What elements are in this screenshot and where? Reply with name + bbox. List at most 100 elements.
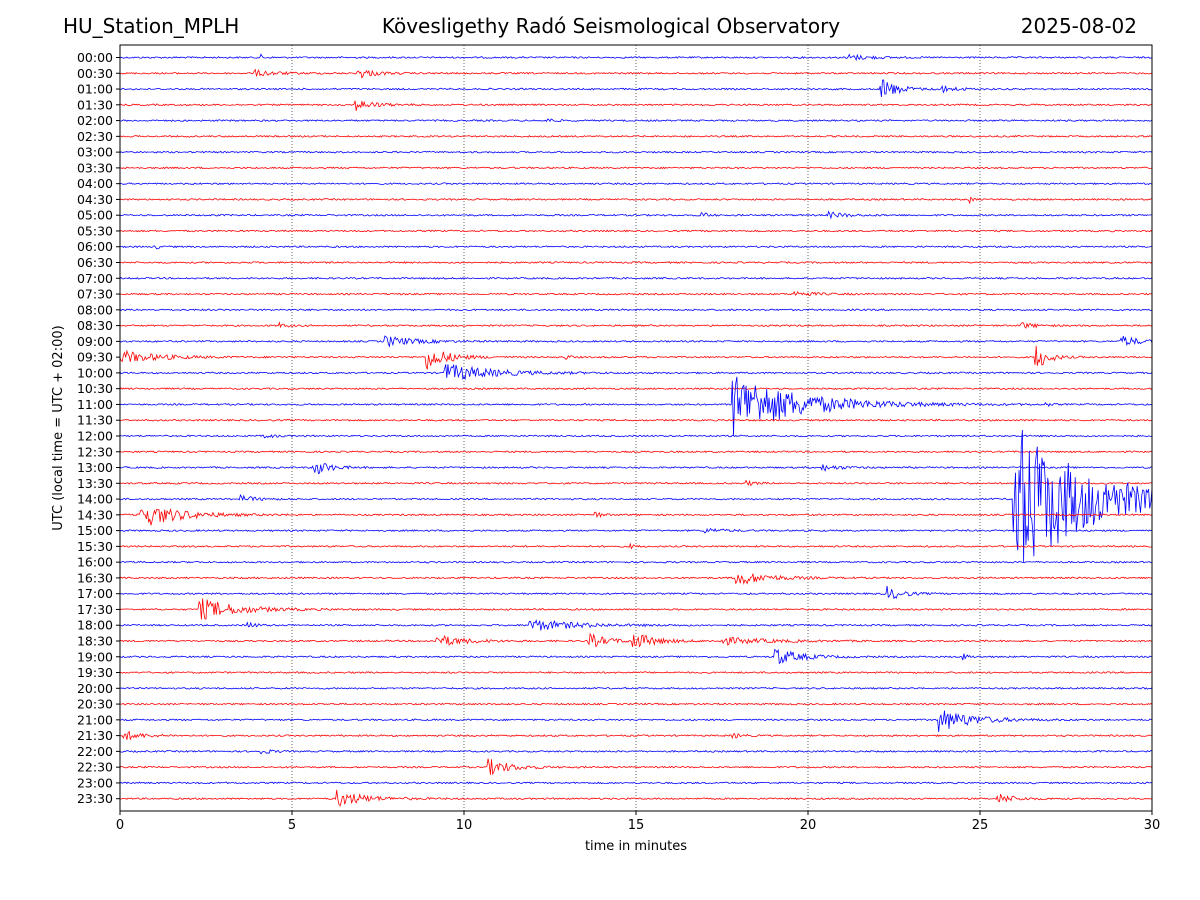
trace-06:00: [119, 245, 1153, 250]
seismic-traces: [119, 53, 1153, 807]
axes: 00:0000:3001:0001:3002:0002:3003:0003:30…: [77, 50, 1160, 833]
trace-00:30: [119, 68, 1153, 79]
x-tick-label-5: 5: [288, 818, 296, 833]
trace-20:00: [119, 686, 1153, 690]
trace-07:30: [119, 290, 1153, 296]
y-tick-label-20:30: 20:30: [77, 697, 113, 712]
chart-date: 2025-08-02: [1020, 14, 1137, 38]
y-tick-label-17:30: 17:30: [77, 602, 113, 617]
y-tick-label-23:00: 23:00: [77, 775, 113, 790]
trace-17:30: [119, 598, 1153, 620]
y-tick-label-14:30: 14:30: [77, 507, 113, 522]
y-tick-label-13:00: 13:00: [77, 460, 113, 475]
trace-03:30: [119, 166, 1153, 170]
y-tick-label-18:00: 18:00: [77, 618, 113, 633]
y-tick-label-12:00: 12:00: [77, 428, 113, 443]
trace-22:00: [119, 749, 1153, 755]
trace-12:00: [119, 434, 1153, 439]
y-tick-label-07:00: 07:00: [77, 271, 113, 286]
y-tick-label-05:30: 05:30: [77, 223, 113, 238]
trace-02:00: [119, 118, 1153, 123]
trace-08:00: [119, 308, 1153, 312]
y-tick-label-11:00: 11:00: [77, 397, 113, 412]
y-tick-label-05:00: 05:00: [77, 208, 113, 223]
trace-20:30: [120, 702, 1153, 706]
trace-05:30: [119, 229, 1153, 233]
y-tick-label-11:30: 11:30: [77, 413, 113, 428]
y-tick-label-07:30: 07:30: [77, 287, 113, 302]
trace-05:00: [119, 210, 1153, 220]
y-tick-label-01:30: 01:30: [77, 97, 113, 112]
y-tick-label-02:00: 02:00: [77, 113, 113, 128]
y-tick-label-10:30: 10:30: [77, 381, 113, 396]
y-tick-label-14:00: 14:00: [77, 492, 113, 507]
trace-11:30: [119, 418, 1153, 422]
y-tick-label-20:00: 20:00: [77, 681, 113, 696]
trace-08:30: [119, 321, 1153, 329]
y-tick-label-01:00: 01:00: [77, 82, 113, 97]
trace-09:30: [119, 345, 1153, 370]
trace-07:00: [119, 276, 1153, 280]
x-axis-label: time in minutes: [585, 839, 687, 854]
y-tick-label-15:00: 15:00: [77, 523, 113, 538]
y-tick-label-03:00: 03:00: [77, 145, 113, 160]
trace-22:30: [119, 758, 1153, 776]
y-tick-label-08:30: 08:30: [77, 318, 113, 333]
y-tick-label-10:00: 10:00: [77, 365, 113, 380]
trace-13:30: [119, 479, 1153, 487]
trace-16:00: [119, 560, 1152, 564]
y-tick-label-09:00: 09:00: [77, 334, 113, 349]
trace-21:00: [119, 710, 1153, 733]
y-tick-label-09:30: 09:30: [77, 350, 113, 365]
y-tick-label-21:30: 21:30: [77, 728, 113, 743]
y-tick-label-06:30: 06:30: [77, 255, 113, 270]
trace-10:30: [119, 387, 1153, 391]
y-axis-label: UTC (local time = UTC + 02:00): [51, 325, 66, 530]
trace-01:30: [119, 100, 1153, 111]
y-tick-label-13:30: 13:30: [77, 476, 113, 491]
x-tick-label-10: 10: [456, 818, 473, 833]
y-tick-label-15:30: 15:30: [77, 539, 113, 554]
y-tick-label-02:30: 02:30: [77, 129, 113, 144]
station-name: HU_Station_MPLH: [63, 14, 240, 38]
trace-16:30: [119, 573, 1153, 585]
y-tick-label-23:30: 23:30: [77, 791, 113, 806]
trace-23:00: [119, 781, 1153, 785]
plot-background: [120, 45, 1152, 811]
x-tick-label-30: 30: [1144, 818, 1161, 833]
trace-17:00: [119, 585, 1153, 600]
y-tick-label-04:00: 04:00: [77, 176, 113, 191]
trace-14:30: [119, 507, 1153, 526]
trace-00:00: [119, 53, 1153, 62]
x-tick-label-25: 25: [972, 818, 989, 833]
trace-12:30: [119, 450, 1153, 454]
y-tick-label-16:30: 16:30: [77, 570, 113, 585]
y-tick-label-18:30: 18:30: [77, 633, 113, 648]
trace-15:30: [119, 542, 1153, 550]
y-tick-label-12:30: 12:30: [77, 444, 113, 459]
trace-13:00: [119, 463, 1153, 475]
trace-09:00: [119, 335, 1153, 348]
y-tick-label-16:00: 16:00: [77, 555, 113, 570]
y-tick-label-19:30: 19:30: [77, 665, 113, 680]
y-tick-label-00:30: 00:30: [77, 66, 113, 81]
y-tick-label-00:00: 00:00: [77, 50, 113, 65]
trace-06:30: [119, 261, 1153, 264]
trace-23:30: [119, 789, 1153, 807]
y-tick-label-08:00: 08:00: [77, 302, 113, 317]
x-tick-label-20: 20: [800, 818, 817, 833]
trace-11:00: [119, 376, 1153, 437]
y-tick-label-06:00: 06:00: [77, 239, 113, 254]
trace-21:30: [119, 730, 1152, 741]
y-tick-label-17:00: 17:00: [77, 586, 113, 601]
trace-03:00: [119, 150, 1153, 154]
trace-19:30: [119, 671, 1153, 674]
y-tick-label-21:00: 21:00: [77, 712, 113, 727]
trace-02:30: [119, 134, 1153, 138]
x-tick-label-15: 15: [628, 818, 645, 833]
trace-18:00: [119, 619, 1153, 631]
chart-title: Kövesligethy Radó Seismological Observat…: [381, 14, 841, 38]
trace-18:30: [119, 632, 1153, 648]
y-tick-label-03:30: 03:30: [77, 160, 113, 175]
